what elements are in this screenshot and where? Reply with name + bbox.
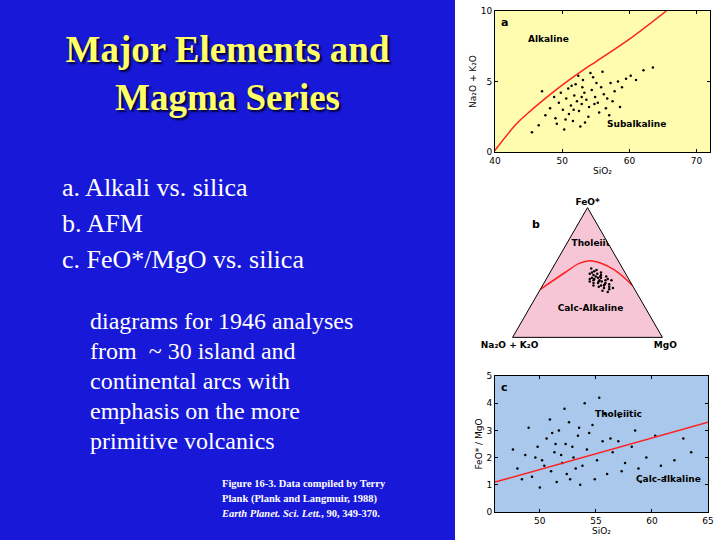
html-text:a. Alkali vs. silica: a. Alkali vs. silica: [62, 173, 248, 202]
svg-text:Tholeiitic: Tholeiitic: [572, 238, 619, 248]
html-text:Earth Planet. Sci. Lett., 90,: Earth Planet. Sci. Lett., 90, 349-370.: [222, 508, 380, 519]
svg-text:50: 50: [556, 156, 568, 166]
svg-text:60: 60: [624, 156, 636, 166]
svg-text:4: 4: [486, 398, 492, 408]
svg-text:Tholeiitic: Tholeiitic: [595, 409, 642, 419]
html-text:Figure 16-3. Data compiled by: Figure 16-3. Data compiled by Terry: [222, 478, 386, 489]
html-text:emphasis on the more: emphasis on the more: [90, 398, 300, 424]
svg-text:a: a: [501, 16, 508, 29]
html-text:Magma Series: Magma Series: [115, 77, 340, 118]
svg-text:b: b: [532, 218, 540, 231]
svg-text:Calc-alkaline: Calc-alkaline: [636, 474, 701, 484]
svg-text:1: 1: [486, 480, 492, 490]
html-text:primitive volcanics: primitive volcanics: [90, 428, 275, 454]
svg-text:MgO: MgO: [654, 340, 677, 350]
svg-text:Subalkaline: Subalkaline: [607, 119, 666, 129]
html-text:diagrams for 1946 analyses: diagrams for 1946 analyses: [90, 308, 354, 334]
svg-text:3: 3: [486, 426, 492, 436]
html-text:c. FeO*/MgO vs. silica: c. FeO*/MgO vs. silica: [62, 245, 304, 274]
svg-text:SiO₂: SiO₂: [593, 166, 612, 176]
svg-text:5: 5: [486, 77, 492, 87]
svg-text:Alkaline: Alkaline: [528, 34, 569, 44]
svg-text:70: 70: [691, 156, 703, 166]
html-text:from ~ 30 island and: from ~ 30 island and: [90, 338, 296, 364]
svg-text:SiO₂: SiO₂: [592, 526, 611, 536]
svg-text:Na₂O + K₂O: Na₂O + K₂O: [481, 340, 539, 350]
svg-text:60: 60: [646, 516, 658, 526]
html-text:continental arcs with: continental arcs with: [90, 368, 290, 394]
svg-text:65: 65: [702, 516, 713, 526]
svg-text:2: 2: [486, 453, 492, 463]
svg-text:Calc-Alkaline: Calc-Alkaline: [558, 303, 624, 313]
html-text:Major Elements and: Major Elements and: [65, 29, 390, 70]
svg-text:c: c: [501, 381, 508, 394]
svg-text:Na₂O + K₂O: Na₂O + K₂O: [468, 55, 478, 108]
svg-text:0: 0: [486, 147, 492, 157]
svg-text:10: 10: [481, 6, 493, 16]
html-text:Plank (Plank and Langmuir, 198: Plank (Plank and Langmuir, 1988): [222, 493, 378, 504]
svg-text:40: 40: [489, 156, 501, 166]
svg-text:55: 55: [590, 516, 601, 526]
svg-text:5: 5: [486, 371, 492, 381]
html-text:b. AFM: b. AFM: [62, 209, 143, 238]
svg-text:50: 50: [534, 516, 546, 526]
svg-text:0: 0: [486, 507, 492, 517]
svg-text:FeO* / MgO: FeO* / MgO: [474, 418, 484, 469]
svg-text:FeO*: FeO*: [575, 197, 600, 207]
